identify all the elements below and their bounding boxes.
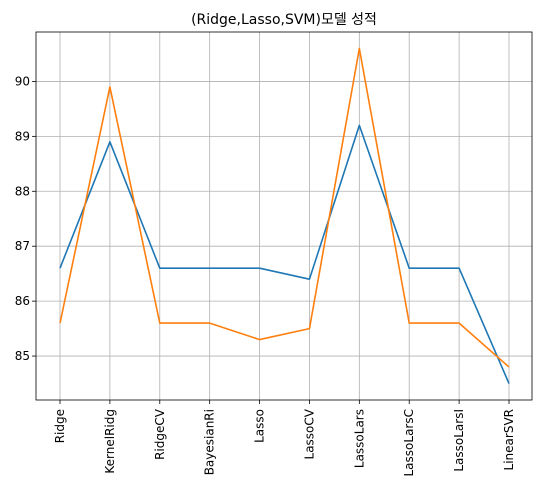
x-tick-label: LassoCV [302,408,316,459]
x-tick-label: KernelRidg [103,409,117,474]
y-tick-label: 85 [15,349,30,363]
plot-area-frame [35,31,533,401]
x-axis: Ridge KernelRidg RidgeCV BayesianRi Lasso Las… [53,400,516,477]
y-tick-label: 88 [15,184,30,198]
x-tick-label: Ridge [53,409,67,443]
y-tick-label: 87 [15,239,30,253]
grid [36,32,532,400]
y-tick-label: 89 [15,129,30,143]
y-axis: 85 86 87 88 89 90 [15,74,36,363]
x-tick-label: LinearSVR [502,409,516,470]
x-tick-label: LassoLars [352,409,366,468]
series-line-1 [59,124,510,384]
x-tick-label: RidgeCV [153,408,167,460]
y-tick-label: 90 [15,74,30,88]
series-group [59,47,510,384]
x-tick-label: LassoLarsC [402,409,416,477]
chart-title: (Ridge,Lasso,SVM)모델 성적 [191,12,377,28]
x-tick-label: BayesianRi [203,409,217,475]
x-tick-label: Lasso [253,409,267,443]
y-tick-label: 86 [15,294,30,308]
x-tick-label: LassoLarsI [452,409,466,472]
series-line-2 [59,47,510,368]
